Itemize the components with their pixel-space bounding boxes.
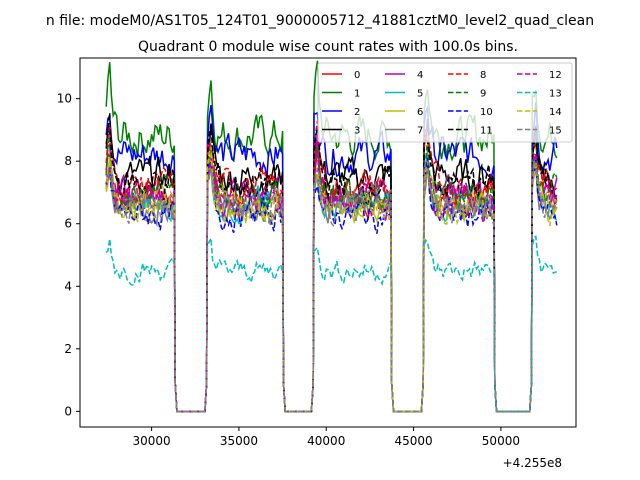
x-tick-label: 50000 [482, 434, 520, 448]
legend-label-15: 15 [549, 126, 562, 137]
legend-label-11: 11 [480, 126, 493, 137]
x-axis: 30000 35000 40000 45000 50000 [133, 427, 520, 448]
series-line-14 [105, 146, 558, 413]
series-line-11 [105, 112, 558, 413]
y-tick-label: 6 [64, 217, 72, 231]
legend-box [317, 62, 573, 143]
plot-lines [105, 60, 558, 413]
legend-label-10: 10 [480, 107, 493, 118]
legend-label-9: 9 [480, 89, 486, 100]
legend-label-2: 2 [354, 107, 360, 118]
legend-label-14: 14 [549, 107, 562, 118]
x-axis-offset-label: +4.255e8 [503, 456, 562, 470]
legend-label-8: 8 [480, 70, 486, 81]
axes-frame [79, 57, 577, 428]
figure-suptitle: n file: modeM0/AS1T05_124T01_9000005712_… [46, 13, 594, 29]
series-line-2 [105, 102, 558, 413]
x-tick-label: 40000 [307, 434, 345, 448]
legend-label-5: 5 [417, 89, 423, 100]
series-line-13 [105, 235, 557, 413]
y-axis: 0 2 4 6 8 10 [57, 92, 80, 418]
plot-frame [79, 57, 577, 428]
series-line-15 [105, 157, 558, 413]
legend-label-6: 6 [417, 107, 423, 118]
y-tick-label: 10 [57, 92, 72, 106]
legend-label-0: 0 [354, 70, 360, 81]
series-line-8 [105, 120, 558, 413]
legend-label-1: 1 [354, 89, 360, 100]
y-tick-label: 4 [64, 279, 72, 293]
x-tick-label: 30000 [133, 434, 171, 448]
chart-title: Quadrant 0 module wise count rates with … [138, 39, 518, 55]
legend-label-7: 7 [417, 126, 423, 137]
y-tick-label: 8 [64, 154, 72, 168]
x-tick-label: 35000 [220, 434, 258, 448]
legend-label-13: 13 [549, 89, 562, 100]
legend-label-3: 3 [354, 126, 360, 137]
legend-label-4: 4 [417, 70, 423, 81]
x-tick-label: 45000 [394, 434, 432, 448]
legend-label-12: 12 [549, 70, 562, 81]
y-tick-label: 0 [64, 404, 72, 418]
y-tick-label: 2 [64, 342, 72, 356]
